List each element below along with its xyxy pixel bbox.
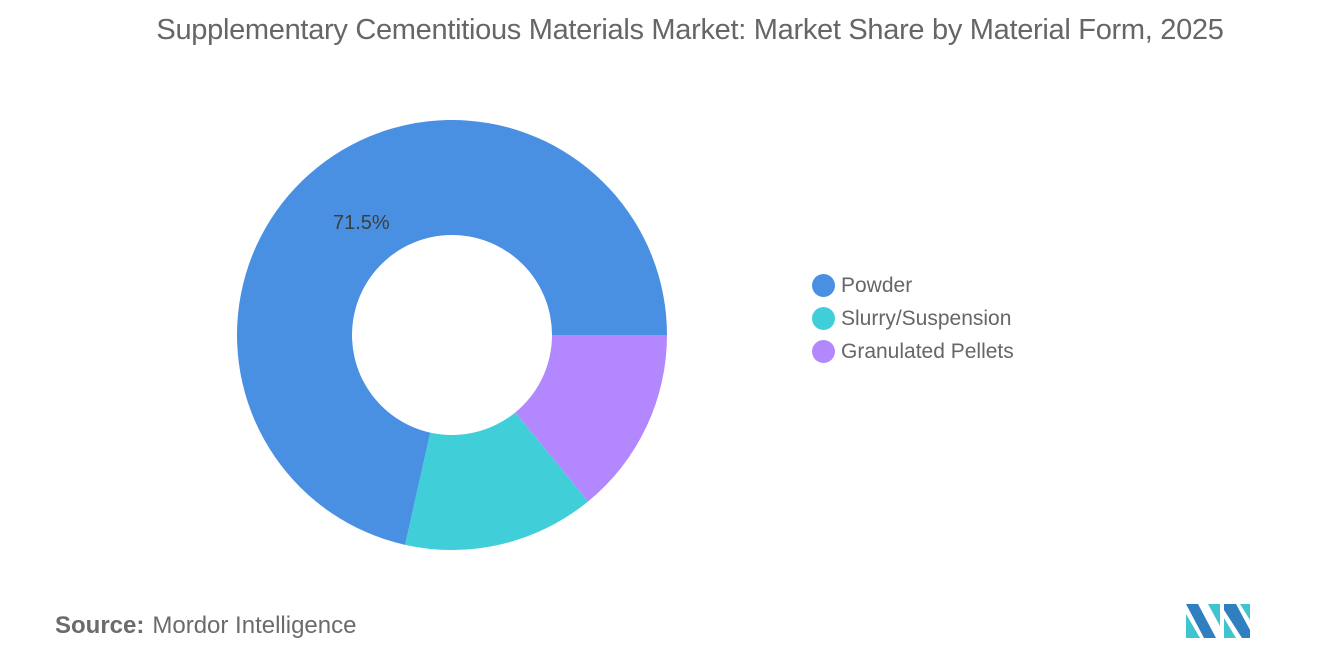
slice-powder[interactable] (237, 119, 667, 545)
mordor-logo-icon (1186, 604, 1250, 638)
slice-slurry[interactable] (405, 412, 589, 550)
legend-label: Slurry/Suspension (841, 306, 1012, 330)
slice-label-powder: 71.5% (333, 212, 390, 234)
legend-swatch-granulated-icon (812, 340, 835, 363)
slice-granulated[interactable] (515, 335, 667, 502)
source-note: Source: Mordor Intelligence (55, 612, 356, 640)
legend-item-powder[interactable]: Powder (812, 269, 1014, 302)
legend: Powder Slurry/Suspension Granulated Pell… (812, 269, 1014, 368)
legend-label: Granulated Pellets (841, 339, 1014, 363)
source-text: Mordor Intelligence (152, 612, 357, 639)
legend-item-slurry[interactable]: Slurry/Suspension (812, 302, 1014, 335)
chart-title: Supplementary Cementitious Materials Mar… (156, 14, 1224, 46)
legend-swatch-slurry-icon (812, 307, 835, 330)
legend-swatch-powder-icon (812, 274, 835, 297)
legend-item-granulated[interactable]: Granulated Pellets (812, 335, 1014, 368)
legend-label: Powder (841, 273, 913, 297)
source-label: Source: (55, 612, 145, 639)
donut-slices (237, 119, 667, 550)
